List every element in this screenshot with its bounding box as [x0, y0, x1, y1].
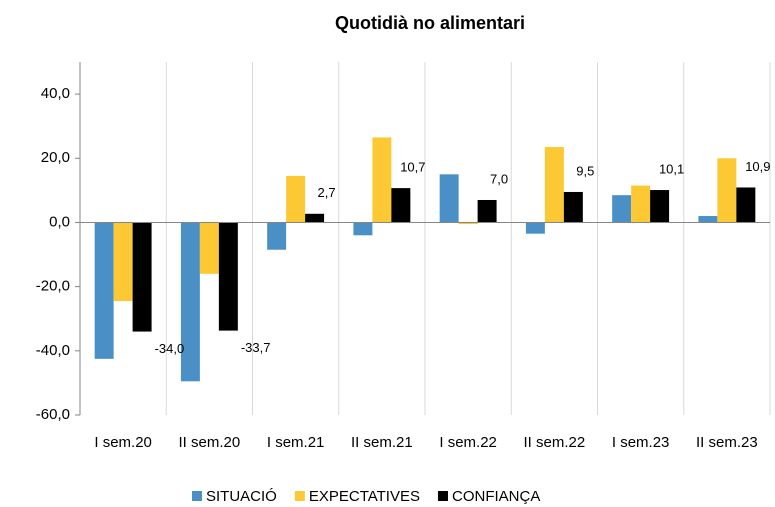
bar: [736, 187, 756, 223]
bar: [612, 195, 632, 223]
bar: [305, 213, 325, 223]
x-tick-label: II sem.21: [351, 434, 413, 451]
bar: [132, 222, 152, 332]
y-tick-label: -40,0: [36, 342, 70, 359]
bar: [199, 222, 219, 274]
y-tick-label: -60,0: [36, 406, 70, 423]
bar: [563, 191, 583, 223]
bar: [113, 222, 133, 302]
value-label: 2,7: [318, 185, 336, 200]
bar: [391, 188, 411, 223]
bar: [525, 222, 545, 234]
y-tick-label: 20,0: [41, 149, 70, 166]
bar: [717, 158, 737, 223]
bar: [94, 222, 114, 359]
value-label: 7,0: [490, 171, 508, 186]
value-label: 10,9: [745, 159, 770, 174]
bar: [650, 190, 670, 223]
bar: [353, 222, 373, 236]
bar: [267, 222, 287, 250]
x-tick-label: I sem.20: [94, 434, 152, 451]
legend-label: EXPECTATIVES: [309, 488, 420, 505]
legend-label: SITUACIÓ: [206, 488, 277, 505]
bar: [180, 222, 200, 382]
legend-label: CONFIANÇA: [452, 488, 540, 505]
bar: [218, 222, 238, 331]
y-tick-label: -20,0: [36, 278, 70, 295]
legend-swatch: [437, 491, 448, 501]
legend-swatch: [192, 491, 202, 501]
y-tick-label: 40,0: [41, 85, 70, 102]
bar: [477, 199, 497, 223]
bar: [698, 216, 718, 223]
bar: [439, 174, 459, 223]
x-tick-label: I sem.21: [267, 434, 325, 451]
value-label: 10,1: [659, 161, 684, 176]
y-tick-label: 0,0: [49, 213, 70, 230]
value-label: -33,7: [241, 340, 271, 355]
bar: [286, 175, 306, 223]
x-tick-label: II sem.23: [696, 434, 758, 451]
bar: [458, 222, 478, 225]
bar: [544, 147, 564, 223]
value-label: -34,0: [155, 341, 185, 356]
x-tick-label: II sem.20: [179, 434, 241, 451]
bar: [372, 137, 392, 223]
chart-title: Quotidià no alimentari: [335, 13, 525, 33]
x-tick-label: I sem.23: [612, 434, 670, 451]
x-tick-label: II sem.22: [524, 434, 586, 451]
bar: [631, 185, 651, 223]
value-label: 9,5: [576, 163, 594, 178]
x-tick-label: I sem.22: [439, 434, 497, 451]
legend-swatch: [294, 491, 305, 501]
value-label: 10,7: [400, 160, 425, 175]
